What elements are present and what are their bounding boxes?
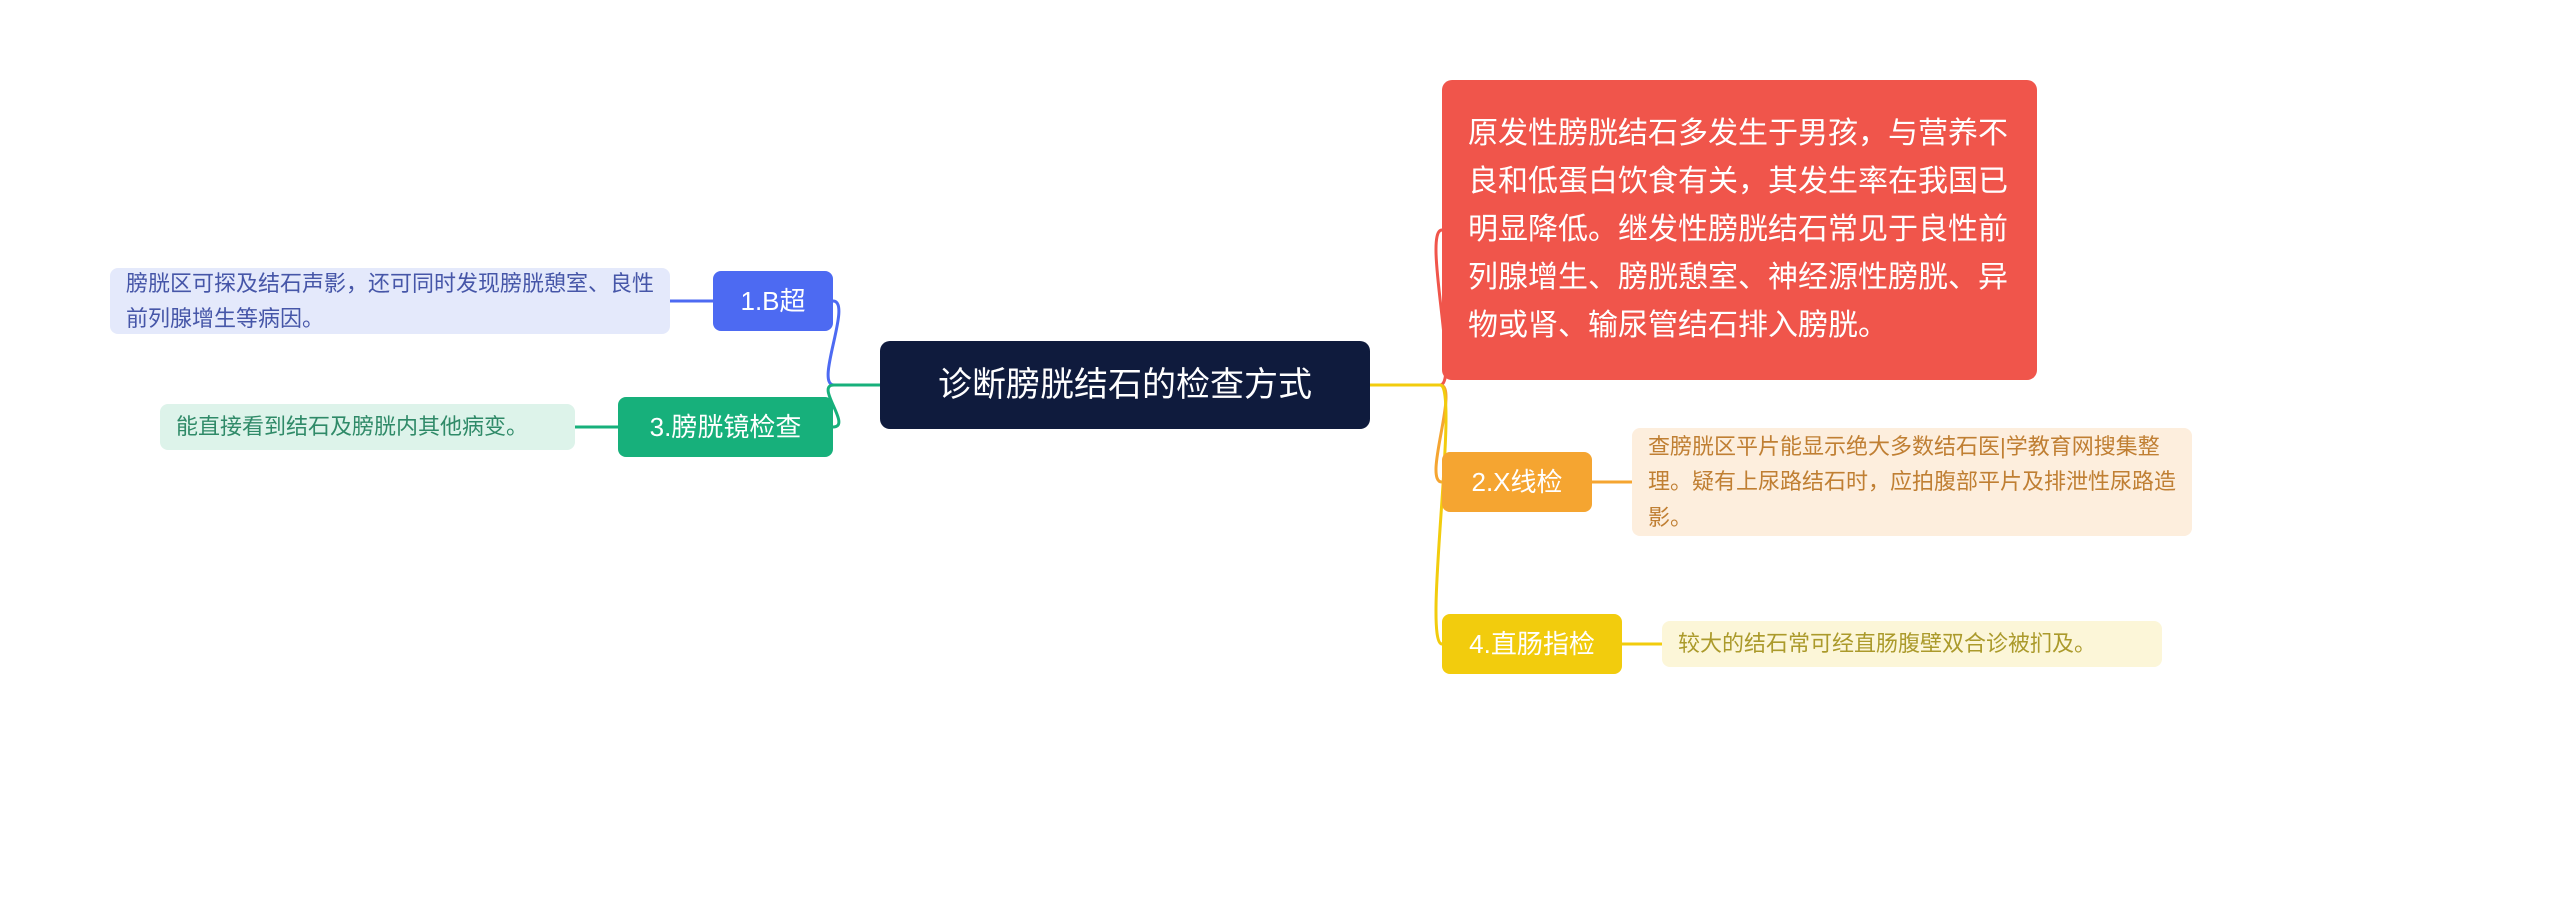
branch-desc-xray: 查膀胱区平片能显示绝大多数结石医|学教育网搜集整理。疑有上尿路结石时，应拍腹部平… — [1632, 428, 2192, 536]
branch-desc-intro: 原发性膀胱结石多发生于男孩，与营养不良和低蛋白饮食有关，其发生率在我国已明显降低… — [1442, 80, 2037, 380]
branch-label-xray: 2.X线检 — [1442, 452, 1592, 512]
branch-label-b-ultra: 1.B超 — [713, 271, 833, 331]
branch-label-rectal: 4.直肠指检 — [1442, 614, 1622, 674]
center-node: 诊断膀胱结石的检查方式 — [880, 341, 1370, 429]
branch-desc-b-ultra: 膀胱区可探及结石声影，还可同时发现膀胱憩室、良性前列腺增生等病因。 — [110, 268, 670, 334]
branch-label-cystoscopy: 3.膀胱镜检查 — [618, 397, 833, 457]
branch-desc-cystoscopy: 能直接看到结石及膀胱内其他病变。 — [160, 404, 575, 450]
center-label: 诊断膀胱结石的检查方式 — [938, 360, 1312, 411]
branch-desc-rectal: 较大的结石常可经直肠腹壁双合诊被扪及。 — [1662, 621, 2162, 667]
